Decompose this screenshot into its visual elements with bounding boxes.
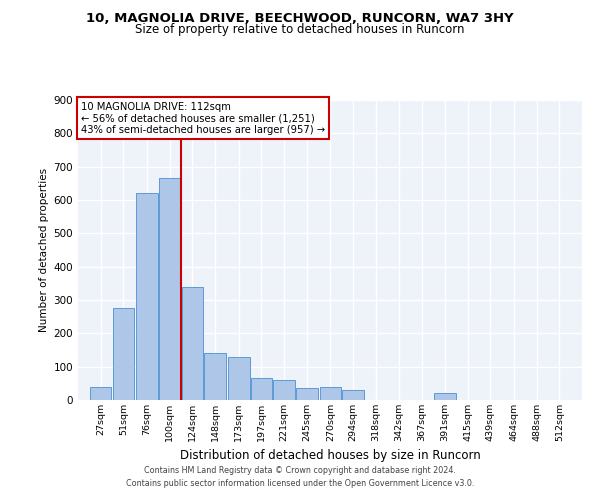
Text: 10, MAGNOLIA DRIVE, BEECHWOOD, RUNCORN, WA7 3HY: 10, MAGNOLIA DRIVE, BEECHWOOD, RUNCORN, … [86,12,514,26]
Bar [205,354,226,400]
Bar [136,194,158,400]
Text: Size of property relative to detached houses in Runcorn: Size of property relative to detached ho… [135,22,465,36]
Bar [251,378,272,400]
Text: Contains HM Land Registry data © Crown copyright and database right 2024.
Contai: Contains HM Land Registry data © Crown c… [126,466,474,487]
Bar [228,356,250,400]
Bar [296,388,317,400]
Bar [182,286,203,400]
Bar [343,390,364,400]
Bar [320,386,341,400]
Bar [159,178,181,400]
X-axis label: Distribution of detached houses by size in Runcorn: Distribution of detached houses by size … [179,450,481,462]
Bar [274,380,295,400]
Bar [90,386,112,400]
Bar [434,394,455,400]
Text: 10 MAGNOLIA DRIVE: 112sqm
← 56% of detached houses are smaller (1,251)
43% of se: 10 MAGNOLIA DRIVE: 112sqm ← 56% of detac… [80,102,325,134]
Bar [113,308,134,400]
Y-axis label: Number of detached properties: Number of detached properties [40,168,49,332]
